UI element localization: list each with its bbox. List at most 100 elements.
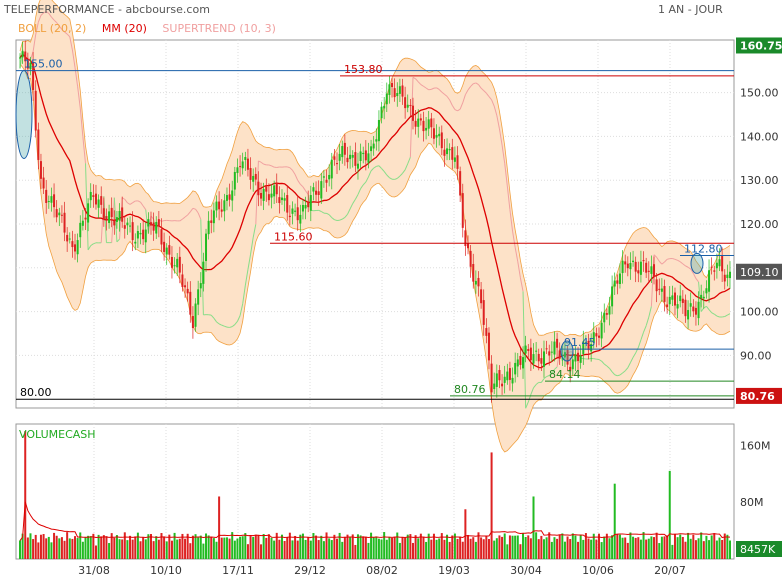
candle-body <box>700 294 703 299</box>
volume-bar <box>21 533 24 559</box>
supertrend-segment <box>522 291 527 409</box>
supertrend-segment <box>459 102 464 110</box>
volume-bar <box>220 537 223 559</box>
supertrend-segment <box>56 22 60 27</box>
candle-body <box>595 333 598 337</box>
supertrend-segment <box>480 87 485 92</box>
candle-body <box>708 270 711 292</box>
supertrend-segment <box>189 208 194 213</box>
volume-bar <box>660 536 663 559</box>
candle-body <box>136 231 139 239</box>
volume-bar <box>519 544 522 559</box>
candle-body <box>312 187 315 192</box>
candle-body <box>684 299 687 317</box>
supertrend-segment <box>124 199 128 204</box>
volume-bar <box>425 541 428 559</box>
supertrend-segment <box>540 378 545 383</box>
candle-body <box>553 341 556 355</box>
candle-body <box>679 295 682 302</box>
candle-body <box>590 344 593 352</box>
volume-bar <box>404 537 407 559</box>
candle-body <box>377 119 380 142</box>
volume-bar <box>456 538 459 559</box>
supertrend-segment <box>321 211 325 214</box>
supertrend-segment <box>53 19 58 23</box>
candle-body <box>527 349 530 351</box>
volume-bar <box>563 541 566 559</box>
supertrend-segment <box>454 109 458 112</box>
candle-body <box>558 350 561 359</box>
candle-body <box>676 304 679 309</box>
axes: 90.00100.00110.00120.00130.00140.00150.0… <box>78 37 782 577</box>
candle-body <box>79 222 82 238</box>
candle-body <box>438 133 441 137</box>
min-price-label: 80.76 <box>740 390 775 403</box>
supertrend-segment <box>496 115 500 129</box>
volume-bar <box>134 536 137 559</box>
volume-bar <box>375 536 378 559</box>
volume-bar <box>189 543 192 559</box>
supertrend-segment <box>661 261 665 265</box>
supertrend-segment <box>677 259 681 263</box>
supertrend-segment <box>121 197 126 200</box>
volume-bar <box>611 535 614 559</box>
supertrend-segment <box>381 168 385 172</box>
volume-bar <box>524 536 527 559</box>
supertrend-segment <box>255 160 259 225</box>
supertrend-segment <box>695 278 699 283</box>
candle-body <box>364 150 367 161</box>
supertrend-segment <box>292 169 296 175</box>
supertrend-segment <box>457 108 461 112</box>
candle-body <box>260 192 263 199</box>
candle-body <box>574 354 577 362</box>
volume-bar <box>115 535 118 559</box>
volume-bar <box>330 540 333 559</box>
candle-body <box>598 335 601 338</box>
supertrend-segment <box>383 171 388 176</box>
candle-body <box>176 258 179 268</box>
volume-bar <box>205 533 208 559</box>
supertrend-segment <box>69 36 73 51</box>
candle-body <box>354 152 357 166</box>
volume-bar <box>157 539 160 559</box>
volume-bar <box>191 535 194 559</box>
candle-body <box>29 62 32 70</box>
candle-body <box>165 247 168 255</box>
supertrend-segment <box>664 258 668 263</box>
volume-bar <box>55 535 58 559</box>
volume-bar <box>223 537 226 559</box>
candle-body <box>608 306 611 315</box>
supertrend-segment <box>614 374 618 377</box>
supertrend-segment <box>543 376 547 380</box>
candle-body <box>529 347 532 361</box>
candle-body <box>351 154 354 158</box>
candle-body <box>194 303 197 327</box>
volume-bar <box>84 537 87 559</box>
candle-body <box>113 220 116 226</box>
candle-body <box>511 377 514 384</box>
supertrend-segment <box>394 177 398 180</box>
volume-bar <box>721 540 724 559</box>
volume-bar <box>587 538 590 559</box>
supertrend-segment <box>35 22 39 35</box>
volume-bar <box>100 536 103 559</box>
candle-body <box>391 83 394 87</box>
candle-body <box>178 256 181 273</box>
supertrend-segment <box>504 163 508 187</box>
candle-body <box>246 158 249 170</box>
candle-body <box>645 262 648 273</box>
supertrend-segment <box>530 387 534 395</box>
volume-bars <box>19 431 731 559</box>
volume-last-label: 8457K <box>740 543 776 556</box>
volume-bar <box>634 537 637 559</box>
candle-body <box>168 245 171 255</box>
supertrend-segment <box>77 86 81 109</box>
candle-body <box>432 128 435 139</box>
volume-bar <box>702 541 705 559</box>
volume-bar <box>430 539 433 559</box>
candle-body <box>383 105 386 109</box>
candle-body <box>726 274 729 279</box>
volume-bar <box>687 532 690 559</box>
volume-bar <box>136 532 139 559</box>
candle-body <box>692 306 695 312</box>
